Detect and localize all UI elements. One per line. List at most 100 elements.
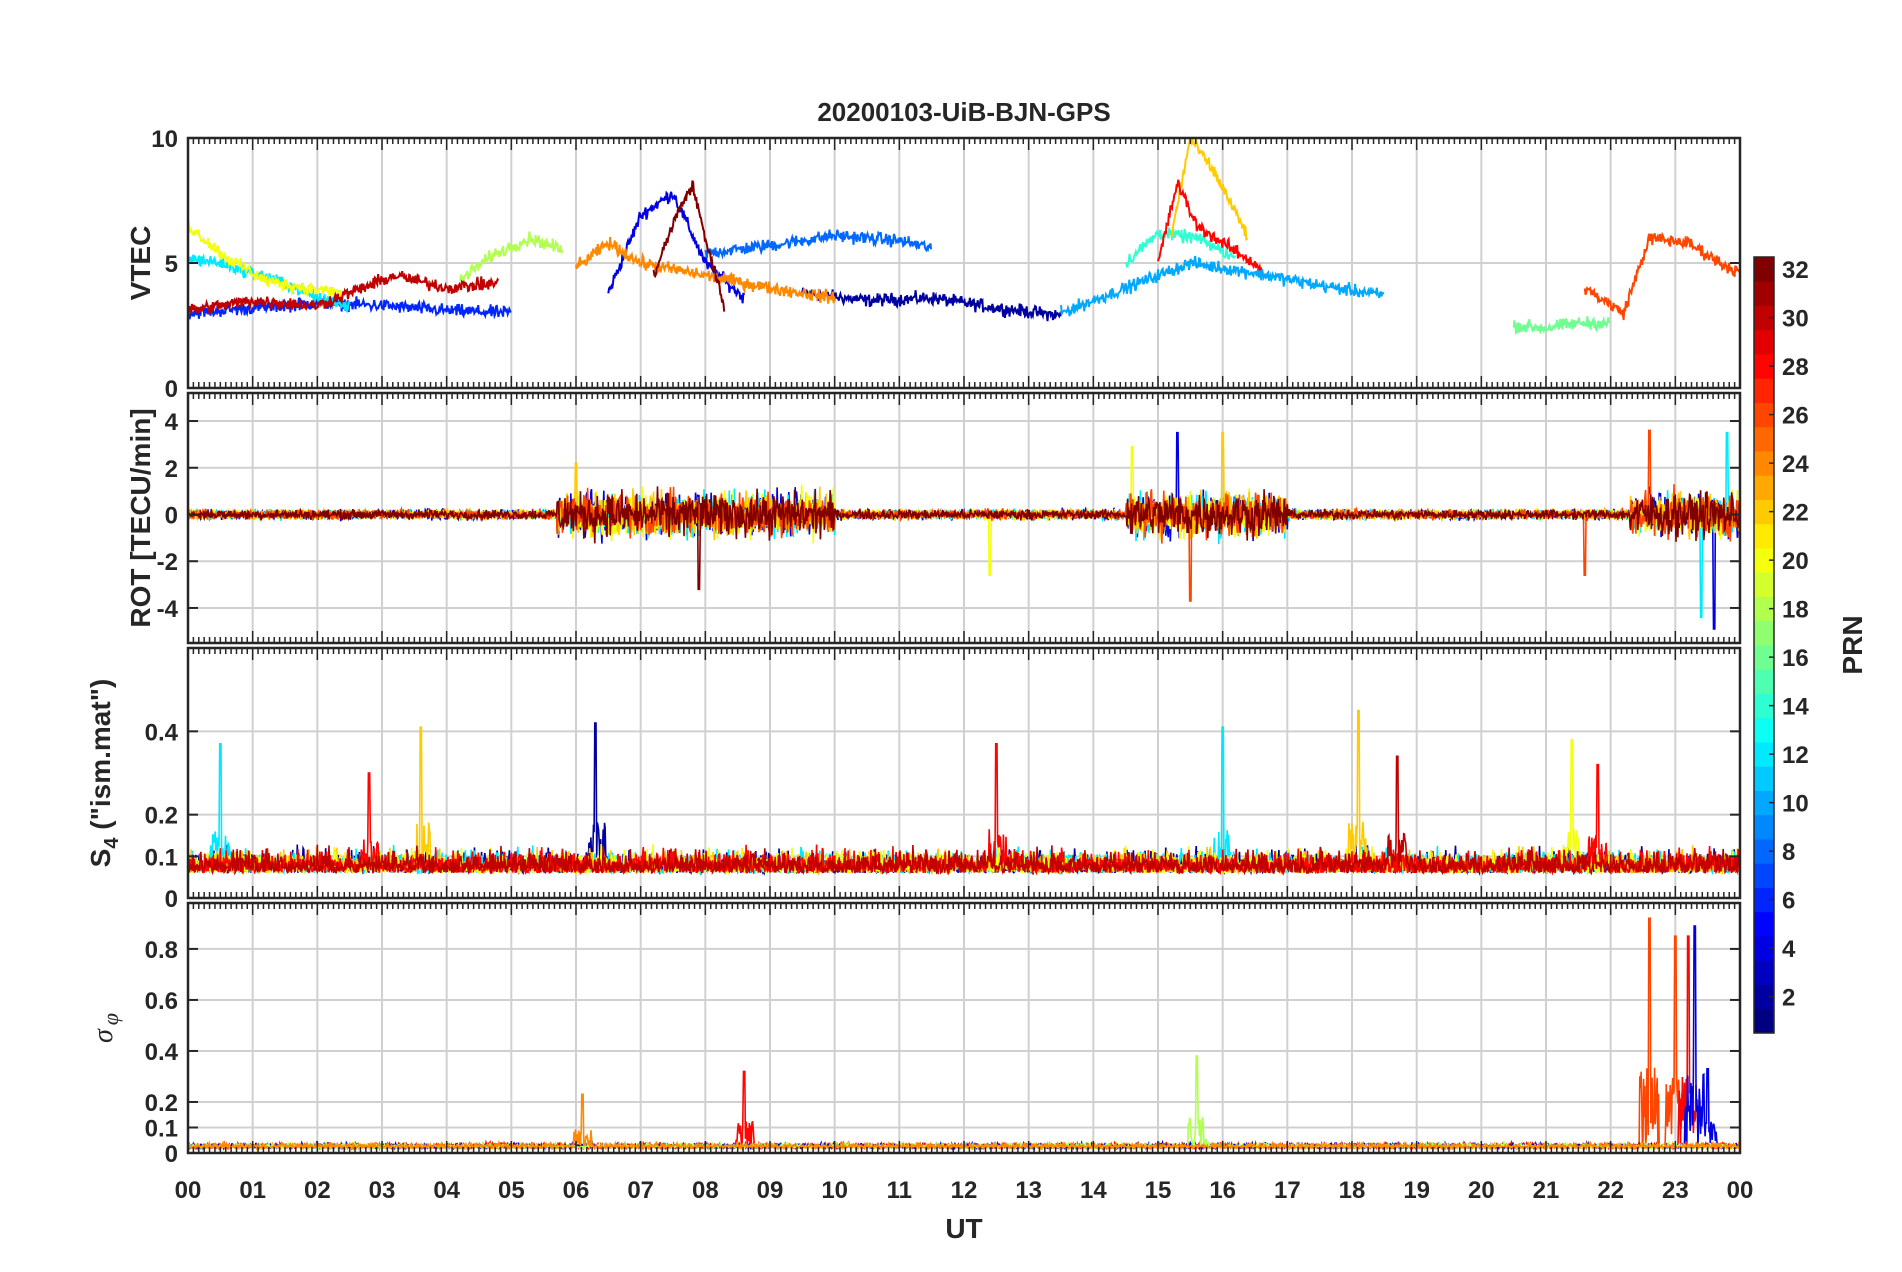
vtec-trace-prn-26 <box>1583 231 1740 321</box>
s4-trace-prn-30 <box>188 755 1740 876</box>
x-tick-label: 10 <box>821 1177 848 1204</box>
x-tick-label: 18 <box>1339 1177 1366 1204</box>
sigma-phi-grid <box>187 903 1741 1154</box>
colorbar-tick-label: 10 <box>1782 791 1809 818</box>
colorbar-cell <box>1754 742 1774 767</box>
vtec-trace-prn-28 <box>1157 179 1263 271</box>
x-tick-label: 17 <box>1274 1177 1301 1204</box>
colorbar-cell <box>1754 717 1774 743</box>
s4-minor-ticks <box>187 648 1741 898</box>
sigma-phi-panel: 00.10.2 0.4 0.6 0.8 σφ <box>88 901 1742 1168</box>
colorbar-cell <box>1754 911 1774 937</box>
x-tick-label: 13 <box>1015 1177 1042 1204</box>
colorbar-tick-label: 4 <box>1782 936 1796 963</box>
vtec-trace-prn-14 <box>1124 226 1236 268</box>
colorbar-cell <box>1754 1008 1774 1034</box>
x-tick-label: 23 <box>1662 1177 1689 1204</box>
vtec-trace-prn-10 <box>1060 255 1385 318</box>
sigma-phi-y-tick-label: 0.6 <box>145 988 178 1015</box>
s4-y-tick-label: 0.2 <box>145 803 178 830</box>
colorbar-cell <box>1754 620 1774 646</box>
sigma-phi-y-tick-label: 0.8 <box>145 937 178 964</box>
vtec-trace-prn-22 <box>1169 138 1248 242</box>
colorbar-cell <box>1754 281 1774 306</box>
sigma-phi-y-label: σφ <box>88 1013 123 1043</box>
colorbar-cell <box>1754 329 1774 355</box>
colorbar-cell <box>1754 499 1774 525</box>
s4-y-label-s: S <box>85 849 116 868</box>
x-tick-label: 20 <box>1468 1177 1495 1204</box>
vtec-trace-prn-2 <box>801 287 1062 322</box>
colorbar-tick-label: 2 <box>1782 985 1795 1012</box>
colorbar-cell <box>1754 354 1774 379</box>
colorbar-cell <box>1754 814 1774 840</box>
rot-y-tick-label: 4 <box>165 409 179 436</box>
sigma-phi-y-tick-label: 0.4 <box>145 1039 179 1066</box>
colorbar-cell <box>1754 572 1774 597</box>
s4-y-label: S4 ("ism.mat") <box>85 679 123 868</box>
rot-y-tick-label: -4 <box>157 596 179 623</box>
colorbar-cell <box>1754 451 1774 476</box>
colorbar-cell <box>1754 984 1774 1010</box>
rot-y-label: ROT [TECU/min] <box>125 408 156 627</box>
colorbar-tick-label: 20 <box>1782 548 1809 575</box>
sigma-phi-y-tick-label: 0 <box>165 1141 178 1168</box>
colorbar-cell <box>1754 305 1774 331</box>
x-tick-label: 19 <box>1403 1177 1430 1204</box>
x-tick-label: 00 <box>1727 1177 1754 1204</box>
colorbar-cell <box>1754 596 1774 622</box>
vtec-y-tick-label: 5 <box>165 251 178 278</box>
x-tick-label: 09 <box>757 1177 784 1204</box>
x-tick-label: 02 <box>304 1177 331 1204</box>
colorbar-tick-label: 16 <box>1782 645 1809 672</box>
colorbar-cell <box>1754 960 1774 985</box>
colorbar-tick-label: 12 <box>1782 742 1809 769</box>
s4-y-tick-label: 0.4 <box>145 719 179 746</box>
s4-panel: 0 0.1 0.2 0.4 S4 ("ism.mat") <box>85 646 1742 913</box>
colorbar-cell <box>1754 839 1774 864</box>
vtec-trace-prn-32 <box>652 180 726 312</box>
colorbar-tick-label: 26 <box>1782 403 1809 430</box>
rot-minor-ticks <box>187 393 1741 643</box>
rot-y-tick-label: 2 <box>165 456 178 483</box>
colorbar-label: PRN <box>1837 615 1868 674</box>
x-tick-label: 00 <box>175 1177 202 1204</box>
colorbar-cell <box>1754 378 1774 403</box>
s4-traces <box>188 709 1740 877</box>
colorbar-gradient <box>1754 257 1774 1034</box>
x-tick-label: 07 <box>627 1177 654 1204</box>
rot-panel: -4 -2 0 2 4 ROT [TECU/min] <box>125 391 1742 645</box>
colorbar-frame <box>1753 256 1775 1034</box>
colorbar-cell <box>1754 548 1774 573</box>
rot-trace-prn-32 <box>188 486 1740 591</box>
vtec-panel: 0 5 10 VTEC <box>125 126 1742 403</box>
colorbar-cell <box>1754 887 1774 913</box>
colorbar-tick-label: 14 <box>1782 694 1809 721</box>
vtec-traces <box>188 138 1740 335</box>
s4-y-label-rest: ("ism.mat") <box>85 679 116 838</box>
x-tick-label: 14 <box>1080 1177 1107 1204</box>
s4-y-ticks: 0 0.1 0.2 0.4 <box>145 719 1740 913</box>
colorbar-tick-label: 30 <box>1782 306 1809 333</box>
vtec-y-ticks: 0 5 10 <box>151 126 1740 403</box>
colorbar-cell <box>1754 766 1774 791</box>
x-tick-label: 05 <box>498 1177 525 1204</box>
colorbar-cell <box>1754 693 1774 719</box>
s4-y-tick-label: 0 <box>165 886 178 913</box>
phi-subscript: φ <box>98 1013 123 1025</box>
colorbar-tick-label: 24 <box>1782 451 1809 478</box>
x-tick-label: 06 <box>563 1177 590 1204</box>
x-tick-labels: 00 01 02 03 04 05 06 07 08 09 10 11 12 13 14 15 16 17 18 19… <box>175 1177 1754 1204</box>
colorbar-cell <box>1754 257 1774 282</box>
rot-traces <box>188 429 1740 630</box>
x-tick-label: 22 <box>1597 1177 1624 1204</box>
colorbar-tick-label: 18 <box>1782 597 1809 624</box>
sigma-symbol: σ <box>88 1028 119 1043</box>
x-tick-label: 11 <box>887 1177 912 1204</box>
sigma-phi-y-ticks: 00.10.2 0.4 0.6 0.8 <box>145 937 1740 1168</box>
vtec-trace-prn-4 <box>607 190 746 304</box>
colorbar-cell <box>1754 475 1774 500</box>
